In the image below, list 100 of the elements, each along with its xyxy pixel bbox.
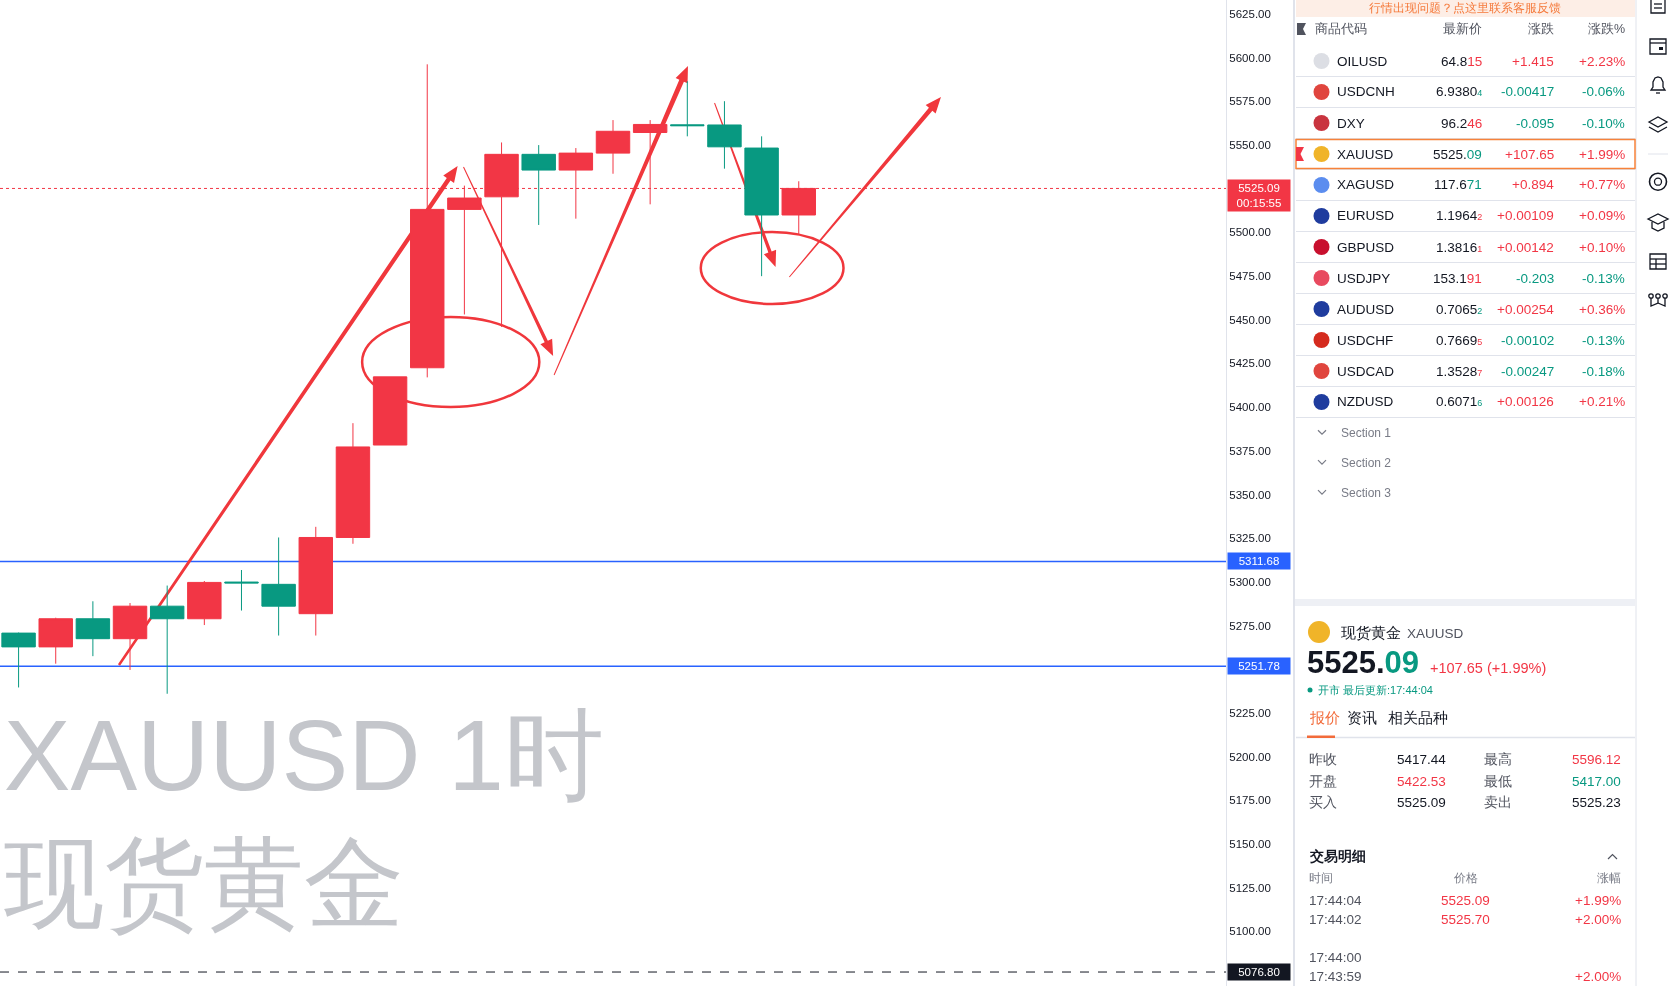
data-label: -0.13% <box>1582 333 1625 348</box>
category-label: 昨收 <box>1309 752 1337 767</box>
category-label: 开盘 <box>1309 774 1337 789</box>
data-label: 153.191 <box>1433 271 1482 286</box>
y-tick-label: 5300.00 <box>1229 575 1271 588</box>
data-label: +107.65 <box>1505 147 1555 162</box>
data-label: +2.00% <box>1575 969 1622 984</box>
y-tick-label: 5100.00 <box>1229 925 1271 938</box>
data-label: 5525.70 <box>1441 912 1490 927</box>
data-label: 5525.09 <box>1307 645 1420 680</box>
category-label: 17:44:02 <box>1309 912 1362 927</box>
data-label: 5525.09 <box>1397 795 1446 810</box>
data-label: -0.06% <box>1582 84 1625 99</box>
y-tick-label: 5200.00 <box>1229 750 1271 763</box>
data-label: -0.00102 <box>1501 333 1555 348</box>
y-tick-label: 5450.00 <box>1229 313 1271 326</box>
y-tick-label: 5375.00 <box>1229 444 1271 457</box>
data-label: -0.13% <box>1582 271 1625 286</box>
y-tick-label: 5475.00 <box>1229 270 1271 283</box>
y-tick-label: 5275.00 <box>1229 619 1271 632</box>
category-label: USDJPY <box>1337 271 1391 286</box>
data-label: 0.76695 <box>1436 333 1483 348</box>
data-label: +0.77% <box>1579 177 1626 192</box>
text: XAUUSD <box>1407 626 1464 641</box>
text: 涨跌% <box>1588 22 1626 36</box>
y-tick-label: 5225.00 <box>1229 707 1271 720</box>
category-label: 最高 <box>1484 752 1512 767</box>
data-label: -0.203 <box>1516 271 1555 286</box>
data-label: +0.21% <box>1579 394 1626 409</box>
y-tick-label: 5600.00 <box>1229 51 1271 64</box>
data-label: 5525.09 <box>1433 147 1482 162</box>
text: 价格 <box>1453 871 1478 885</box>
y-tick-label: 5550.00 <box>1229 138 1271 151</box>
data-label: 5596.12 <box>1572 752 1621 767</box>
category-label: USDCAD <box>1337 364 1395 379</box>
annotation: 现货黄金 <box>3 827 404 939</box>
text: 最新价 <box>1443 22 1482 36</box>
data-label: +107.65 <box>1430 660 1483 676</box>
category-label: 17:44:04 <box>1309 893 1363 908</box>
y-tick-label: 5625.00 <box>1229 7 1271 20</box>
category-label: 17:43:59 <box>1309 969 1362 984</box>
data-label: +0.10% <box>1579 240 1626 255</box>
y-tick-label: 5400.00 <box>1229 401 1271 414</box>
text: 商品代码 <box>1315 22 1367 36</box>
ref-line-label: 5525.09 00:15:55 <box>1236 182 1282 209</box>
category-label: USDCHF <box>1337 333 1394 348</box>
data-label: 1.19642 <box>1436 208 1483 223</box>
data-label: -0.10% <box>1582 116 1625 131</box>
data-label: 5525.09 <box>1441 893 1490 908</box>
text: 开市 最后更新:17:44:04 <box>1318 684 1433 696</box>
data-label: 96.246 <box>1441 116 1483 131</box>
data-label: 5417.00 <box>1572 774 1621 789</box>
data-label: +0.09% <box>1579 208 1626 223</box>
annotation: XAUUSD 1时 <box>3 699 604 811</box>
data-label: +2.23% <box>1579 54 1626 69</box>
text: 行情出现问题？点这里联系客服反馈 <box>1369 1 1561 15</box>
data-label: -0.00417 <box>1501 84 1555 99</box>
text: 交易明细 <box>1309 848 1366 864</box>
y-tick-label: 5325.00 <box>1229 532 1271 545</box>
category-label: DXY <box>1337 116 1365 131</box>
category-label: AUDUSD <box>1337 302 1395 317</box>
category-label: OILUSD <box>1337 54 1388 69</box>
category-label: 最低 <box>1484 774 1512 789</box>
data-label: 5525.23 <box>1572 795 1621 810</box>
data-label: 6.93804 <box>1436 84 1483 99</box>
text: 报价 <box>1309 710 1340 726</box>
data-label: (+1.99%) <box>1487 660 1547 676</box>
category-label: EURUSD <box>1337 208 1395 223</box>
category-label: NZDUSD <box>1337 394 1394 409</box>
data-label: 5417.44 <box>1397 752 1447 767</box>
y-tick-label: 5175.00 <box>1229 794 1271 807</box>
data-label: +0.00109 <box>1497 208 1554 223</box>
category-label: 买入 <box>1309 795 1337 810</box>
data-label: +1.415 <box>1512 54 1554 69</box>
y-tick-label: 5425.00 <box>1229 357 1271 370</box>
data-label: +0.36% <box>1579 302 1626 317</box>
data-label: 1.35287 <box>1436 364 1483 379</box>
ref-line-label: 5076.80 <box>1238 966 1280 978</box>
data-label: 0.60716 <box>1436 394 1483 409</box>
data-label: +1.99% <box>1575 893 1622 908</box>
data-label: +2.00% <box>1575 912 1622 927</box>
data-label: 5422.53 <box>1397 774 1446 789</box>
text: 资讯 <box>1347 710 1377 726</box>
text: Section 3 <box>1341 486 1392 500</box>
data-label: 1.38161 <box>1436 240 1483 255</box>
y-tick-label: 5125.00 <box>1229 881 1271 894</box>
category-label: USDCNH <box>1337 84 1395 99</box>
data-label: -0.18% <box>1582 364 1625 379</box>
data-label: +0.00142 <box>1497 240 1554 255</box>
category-label: 17:44:00 <box>1309 950 1362 965</box>
text: 现货黄金 <box>1341 624 1401 641</box>
ref-line-label: 5251.78 <box>1238 660 1280 672</box>
y-tick-label: 5350.00 <box>1229 488 1271 501</box>
data-label: +1.99% <box>1579 147 1626 162</box>
data-label: +0.00254 <box>1497 302 1555 317</box>
data-label: +0.00126 <box>1497 394 1554 409</box>
text: 涨跌 <box>1528 22 1554 36</box>
data-label: 117.671 <box>1434 177 1482 192</box>
text: Section 1 <box>1341 426 1392 440</box>
data-label: 0.70652 <box>1436 302 1483 317</box>
